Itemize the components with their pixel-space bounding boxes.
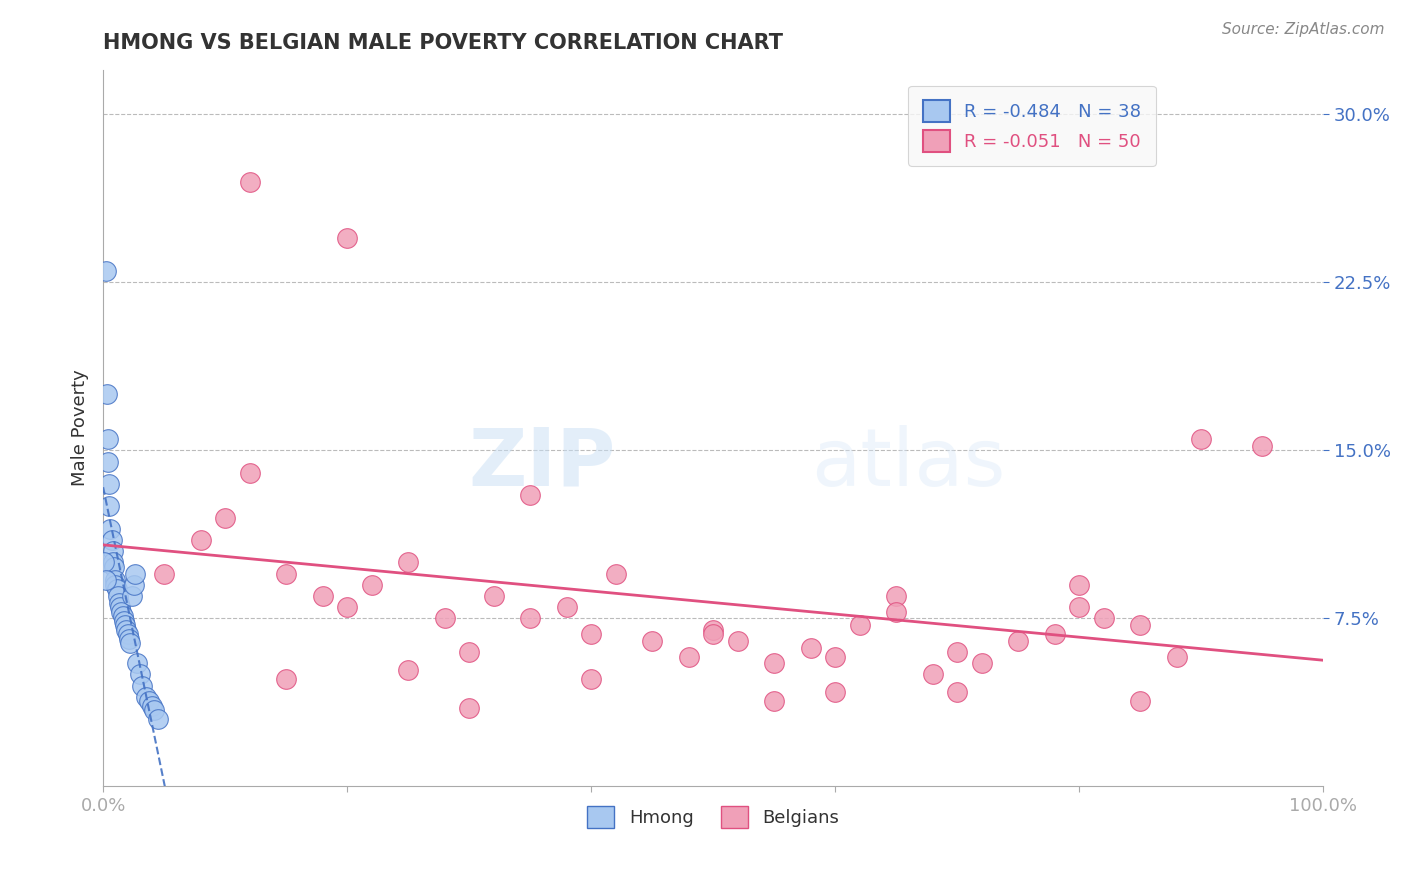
Point xyxy=(605,566,627,581)
Point xyxy=(110,605,132,619)
Point xyxy=(135,690,157,704)
Point xyxy=(458,645,481,659)
Point xyxy=(214,510,236,524)
Point xyxy=(1189,432,1212,446)
Point xyxy=(122,578,145,592)
Point xyxy=(108,600,131,615)
Point xyxy=(128,667,150,681)
Point xyxy=(238,175,260,189)
Point xyxy=(114,618,136,632)
Point xyxy=(946,685,969,699)
Point xyxy=(98,500,121,514)
Point xyxy=(103,560,125,574)
Point xyxy=(970,657,993,671)
Point xyxy=(101,556,124,570)
Point xyxy=(458,701,481,715)
Point xyxy=(921,667,943,681)
Point xyxy=(1043,627,1066,641)
Point xyxy=(1129,694,1152,708)
Point xyxy=(946,645,969,659)
Point xyxy=(105,582,128,597)
Point xyxy=(124,566,146,581)
Point xyxy=(800,640,823,655)
Legend: Hmong, Belgians: Hmong, Belgians xyxy=(581,798,846,835)
Point xyxy=(824,685,846,699)
Point xyxy=(104,574,127,588)
Point xyxy=(121,589,143,603)
Point xyxy=(1007,633,1029,648)
Point xyxy=(107,589,129,603)
Point xyxy=(276,566,298,581)
Point xyxy=(1251,439,1274,453)
Point xyxy=(131,679,153,693)
Text: Source: ZipAtlas.com: Source: ZipAtlas.com xyxy=(1222,22,1385,37)
Point xyxy=(848,618,870,632)
Point xyxy=(138,694,160,708)
Point xyxy=(100,533,122,547)
Point xyxy=(360,578,382,592)
Point xyxy=(153,566,176,581)
Point xyxy=(884,589,907,603)
Point xyxy=(824,649,846,664)
Point xyxy=(97,432,120,446)
Point xyxy=(112,614,135,628)
Point xyxy=(702,627,724,641)
Point xyxy=(238,466,260,480)
Point xyxy=(1129,618,1152,632)
Point xyxy=(763,657,786,671)
Point xyxy=(702,623,724,637)
Point xyxy=(579,672,602,686)
Point xyxy=(96,387,118,401)
Point xyxy=(519,488,541,502)
Point xyxy=(641,633,664,648)
Point xyxy=(1069,578,1091,592)
Point xyxy=(101,544,124,558)
Point xyxy=(190,533,212,547)
Point xyxy=(117,627,139,641)
Y-axis label: Male Poverty: Male Poverty xyxy=(72,369,89,486)
Point xyxy=(141,698,163,713)
Point xyxy=(396,556,419,570)
Point xyxy=(482,589,505,603)
Point xyxy=(118,632,141,646)
Text: HMONG VS BELGIAN MALE POVERTY CORRELATION CHART: HMONG VS BELGIAN MALE POVERTY CORRELATIO… xyxy=(103,33,783,53)
Point xyxy=(433,611,456,625)
Point xyxy=(1069,600,1091,615)
Point xyxy=(93,556,115,570)
Point xyxy=(146,712,169,726)
Point xyxy=(97,455,120,469)
Point xyxy=(94,264,117,278)
Point xyxy=(1092,611,1115,625)
Point xyxy=(94,574,117,588)
Point xyxy=(104,578,127,592)
Point xyxy=(727,633,749,648)
Text: ZIP: ZIP xyxy=(468,425,616,503)
Point xyxy=(276,672,298,686)
Point xyxy=(98,477,121,491)
Point xyxy=(143,703,166,717)
Point xyxy=(555,600,578,615)
Point xyxy=(100,522,122,536)
Point xyxy=(336,600,359,615)
Point xyxy=(115,623,138,637)
Point xyxy=(127,657,149,671)
Point xyxy=(1166,649,1188,664)
Point xyxy=(884,605,907,619)
Point xyxy=(678,649,700,664)
Point xyxy=(336,230,359,244)
Point xyxy=(396,663,419,677)
Point xyxy=(519,611,541,625)
Point xyxy=(118,636,141,650)
Point xyxy=(111,609,134,624)
Point xyxy=(108,596,131,610)
Point xyxy=(579,627,602,641)
Point xyxy=(312,589,335,603)
Point xyxy=(763,694,786,708)
Text: atlas: atlas xyxy=(811,425,1005,503)
